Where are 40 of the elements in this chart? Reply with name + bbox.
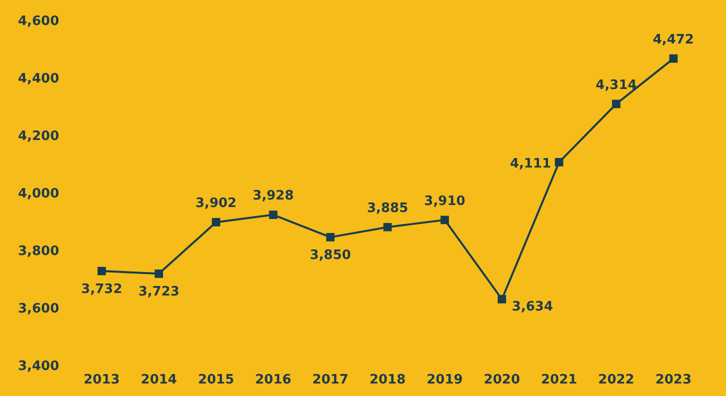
y-tick-label: 3,800: [18, 244, 60, 259]
point: [98, 266, 106, 276]
data-label: 3,902: [195, 196, 237, 212]
x-tick-label: 2022: [598, 372, 634, 388]
data-label: 3,910: [424, 194, 466, 209]
y-tick-label: 4,200: [18, 129, 60, 144]
x-tick-label: 2023: [655, 372, 692, 388]
x-tick-label: 2018: [369, 372, 406, 388]
y-tick-label: 3,600: [18, 301, 60, 316]
data-label: 3,634: [512, 300, 554, 315]
data-label: 4,314: [596, 78, 637, 93]
y-tick-label: 4,400: [18, 72, 60, 87]
point: [498, 295, 506, 304]
y-tick-label: 3,400: [18, 358, 60, 374]
x-tick-label: 2020: [484, 372, 520, 388]
point: [554, 158, 564, 166]
x-tick-label: 2019: [426, 372, 463, 388]
x-tick-label: 2017: [312, 372, 348, 388]
point: [669, 54, 678, 63]
x-tick-label: 2021: [540, 372, 578, 388]
x-tick-label: 2013: [84, 372, 120, 388]
point: [440, 216, 449, 224]
data-label: 3,732: [81, 282, 122, 297]
point: [326, 232, 335, 242]
y-tick-label: 4,600: [18, 14, 60, 30]
data-label: 3,723: [138, 284, 180, 300]
y-tick-label: 4,000: [18, 186, 60, 202]
point: [383, 222, 392, 232]
data-label: 3,850: [310, 248, 351, 264]
point: [612, 100, 620, 108]
data-label: 3,928: [252, 188, 294, 204]
point: [269, 210, 278, 219]
x-tick-label: 2016: [255, 372, 292, 388]
data-label: 4,111: [510, 156, 552, 172]
x-tick-label: 2015: [198, 372, 234, 388]
x-tick-label: 2014: [140, 372, 177, 388]
point: [212, 218, 220, 226]
point: [154, 269, 164, 278]
data-label: 4,472: [652, 32, 694, 48]
data-label: 3,885: [367, 201, 408, 216]
